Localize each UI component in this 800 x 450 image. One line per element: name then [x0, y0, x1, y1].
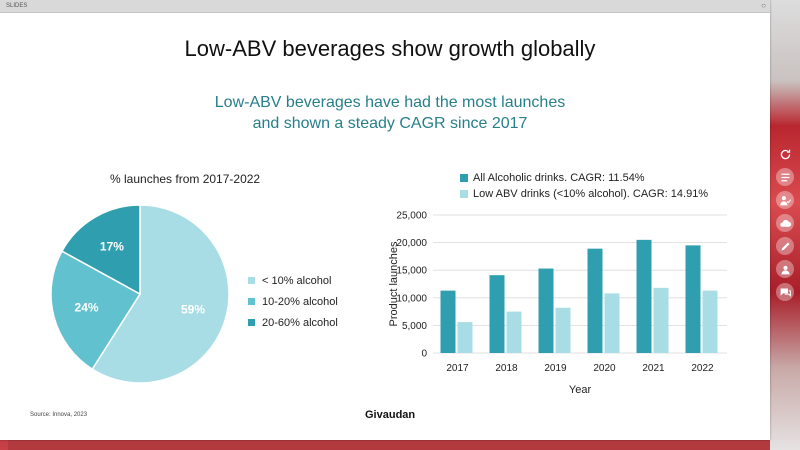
- bar-legend: All Alcoholic drinks. CAGR: 11.54% Low AB…: [460, 170, 708, 202]
- bar-low-abv: [702, 290, 718, 353]
- legend-swatch: [248, 319, 255, 326]
- subtitle-line-2: and shown a steady CAGR since 2017: [252, 115, 528, 132]
- bar-all-alcoholic: [685, 245, 701, 353]
- chat-button[interactable]: [776, 283, 794, 301]
- legend-label: All Alcoholic drinks. CAGR: 11.54%: [473, 172, 645, 184]
- y-axis-label: Product launches: [388, 241, 400, 326]
- pie-chart-title: % launches from 2017-2022: [110, 172, 261, 186]
- bar-all-alcoholic: [587, 248, 603, 353]
- x-axis-label: Year: [569, 384, 592, 396]
- window-titlebar: SLIDES ○: [0, 0, 770, 13]
- cloud-icon: [779, 219, 791, 227]
- user-check-icon: [779, 195, 791, 205]
- legend-label: 20-60% alcohol: [262, 316, 338, 329]
- legend-label: < 10% alcohol: [262, 274, 332, 287]
- app-name: SLIDES: [6, 3, 28, 9]
- x-tick-label: 2018: [495, 363, 518, 374]
- bar-all-alcoholic: [440, 290, 456, 353]
- presentation-window: SLIDES ○ Low-ABV beverages show growth g…: [0, 0, 770, 440]
- bar-low-abv: [555, 307, 571, 353]
- slide-subtitle: Low-ABV beverages have had the most laun…: [10, 92, 770, 134]
- cloud-button[interactable]: [776, 214, 794, 232]
- slide-title: Low-ABV beverages show growth globally: [184, 36, 596, 61]
- pie-slice-label: 59%: [181, 302, 205, 316]
- user-check-button[interactable]: [776, 191, 794, 209]
- bar-all-alcoholic: [489, 275, 505, 353]
- x-tick-label: 2017: [446, 363, 469, 374]
- bar-all-alcoholic: [538, 268, 554, 353]
- bar-low-abv: [604, 293, 620, 353]
- y-tick-label: 10,000: [396, 293, 427, 304]
- bar-legend-item: Low ABV drinks (<10% alcohol). CAGR: 14.…: [460, 186, 708, 202]
- legend-label: Low ABV drinks (<10% alcohol). CAGR: 14.…: [473, 188, 709, 200]
- brand-logo: Givaudan: [365, 409, 416, 421]
- legend-swatch: [460, 174, 468, 182]
- y-tick-label: 15,000: [396, 266, 427, 277]
- bar-chart: 0 5,000 10,000 15,000 20,000 25,000 2017 2018 20…: [388, 211, 727, 396]
- pie-slice-1: [91, 204, 230, 384]
- x-tick-label: 2019: [544, 363, 567, 374]
- y-tick-label: 0: [421, 349, 427, 360]
- group-button[interactable]: [776, 260, 794, 278]
- y-tick-label: 25,000: [396, 211, 427, 222]
- notes-button[interactable]: [776, 168, 794, 186]
- pen-button[interactable]: [776, 237, 794, 255]
- bar-all-alcoholic: [636, 239, 652, 353]
- source-note: Source: Innova, 2023: [30, 412, 88, 418]
- notes-icon: [780, 173, 790, 181]
- pie-slice-label: 24%: [75, 301, 99, 315]
- bar-legend-item: All Alcoholic drinks. CAGR: 11.54%: [460, 170, 708, 186]
- pie-slice-2: [50, 250, 142, 371]
- pie-chart: 59% 24% 17%: [50, 204, 230, 384]
- x-tick-label: 2022: [691, 363, 714, 374]
- y-tick-label: 20,000: [396, 238, 427, 249]
- legend-swatch: [248, 277, 255, 284]
- legend-swatch: [248, 298, 255, 305]
- pie-legend: < 10% alcohol 10-20% alcohol 20-60% alcoho…: [248, 270, 338, 333]
- pie-legend-item: 10-20% alcohol: [248, 291, 338, 312]
- bar-low-abv: [506, 311, 522, 353]
- x-tick-label: 2020: [593, 363, 616, 374]
- pie-slice-3: [60, 204, 141, 296]
- side-toolbar: [775, 145, 795, 306]
- legend-label: 10-20% alcohol: [262, 295, 338, 308]
- refresh-icon: [780, 149, 790, 159]
- bar-low-abv: [457, 322, 473, 353]
- window-close-icon[interactable]: ○: [761, 1, 766, 10]
- y-tick-label: 5,000: [402, 321, 427, 332]
- refresh-button[interactable]: [776, 145, 794, 163]
- legend-swatch: [460, 190, 468, 198]
- chat-icon: [780, 287, 791, 297]
- x-tick-label: 2021: [642, 363, 665, 374]
- pie-legend-item: < 10% alcohol: [248, 270, 338, 291]
- bar-low-abv: [653, 287, 669, 353]
- slide: Low-ABV beverages show growth globally L…: [10, 14, 770, 440]
- group-icon: [780, 265, 790, 274]
- pen-icon: [780, 241, 790, 251]
- pie-legend-item: 20-60% alcohol: [248, 312, 338, 333]
- subtitle-line-1: Low-ABV beverages have had the most laun…: [214, 94, 566, 111]
- pie-slice-label: 17%: [100, 240, 124, 254]
